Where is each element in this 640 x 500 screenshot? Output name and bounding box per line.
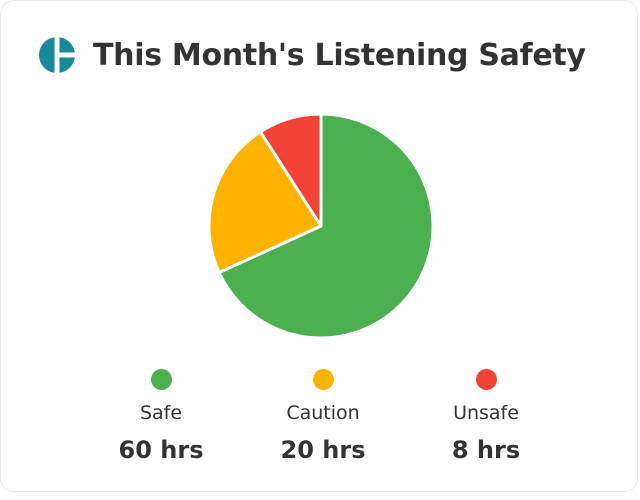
legend-value-unsafe: 8 hrs (451, 436, 521, 464)
card-header: This Month's Listening Safety (39, 35, 586, 75)
legend-item-caution: Caution 20 hrs (243, 369, 403, 464)
brand-logo-icon (39, 37, 75, 73)
legend-value-caution: 20 hrs (280, 436, 366, 464)
legend-value-safe: 60 hrs (118, 436, 204, 464)
legend-item-unsafe: Unsafe 8 hrs (406, 369, 566, 464)
legend-label-safe: Safe (139, 402, 183, 424)
legend-dot-caution (312, 369, 334, 390)
pie-slice-caution (207, 130, 323, 275)
pie-slice-unsafe (258, 112, 323, 228)
pie-chart (207, 112, 435, 340)
legend-label-unsafe: Unsafe (453, 402, 519, 424)
legend-dot-safe (150, 369, 172, 390)
chart-legend: Safe 60 hrs Caution 20 hrs Unsafe 8 hrs (1, 369, 640, 479)
legend-dot-unsafe (475, 369, 497, 390)
page-title: This Month's Listening Safety (93, 37, 586, 73)
legend-item-safe: Safe 60 hrs (81, 369, 241, 464)
pie-slice-safe (217, 112, 435, 340)
legend-label-caution: Caution (286, 402, 360, 424)
